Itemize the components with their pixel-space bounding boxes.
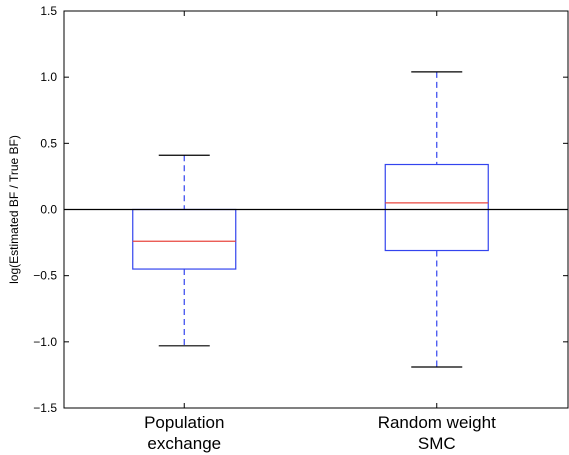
y-axis-label: log(Estimated BF / True BF) [7,135,21,284]
x-category-label: exchange [147,434,221,453]
box-iqr [132,208,237,270]
y-tick-label: 1.5 [40,4,57,18]
x-category-label: Population [144,413,224,432]
box-iqr [384,163,489,252]
x-category-label: Random weight [378,413,496,432]
y-tick-label: 0.0 [40,203,57,217]
y-tick-label: 0.5 [40,136,57,150]
y-tick-label: −0.5 [33,269,57,283]
y-tick-label: −1.5 [33,401,57,415]
y-tick-label: 1.0 [40,70,57,84]
x-category-label: SMC [418,434,456,453]
y-tick-label: −1.0 [33,335,57,349]
